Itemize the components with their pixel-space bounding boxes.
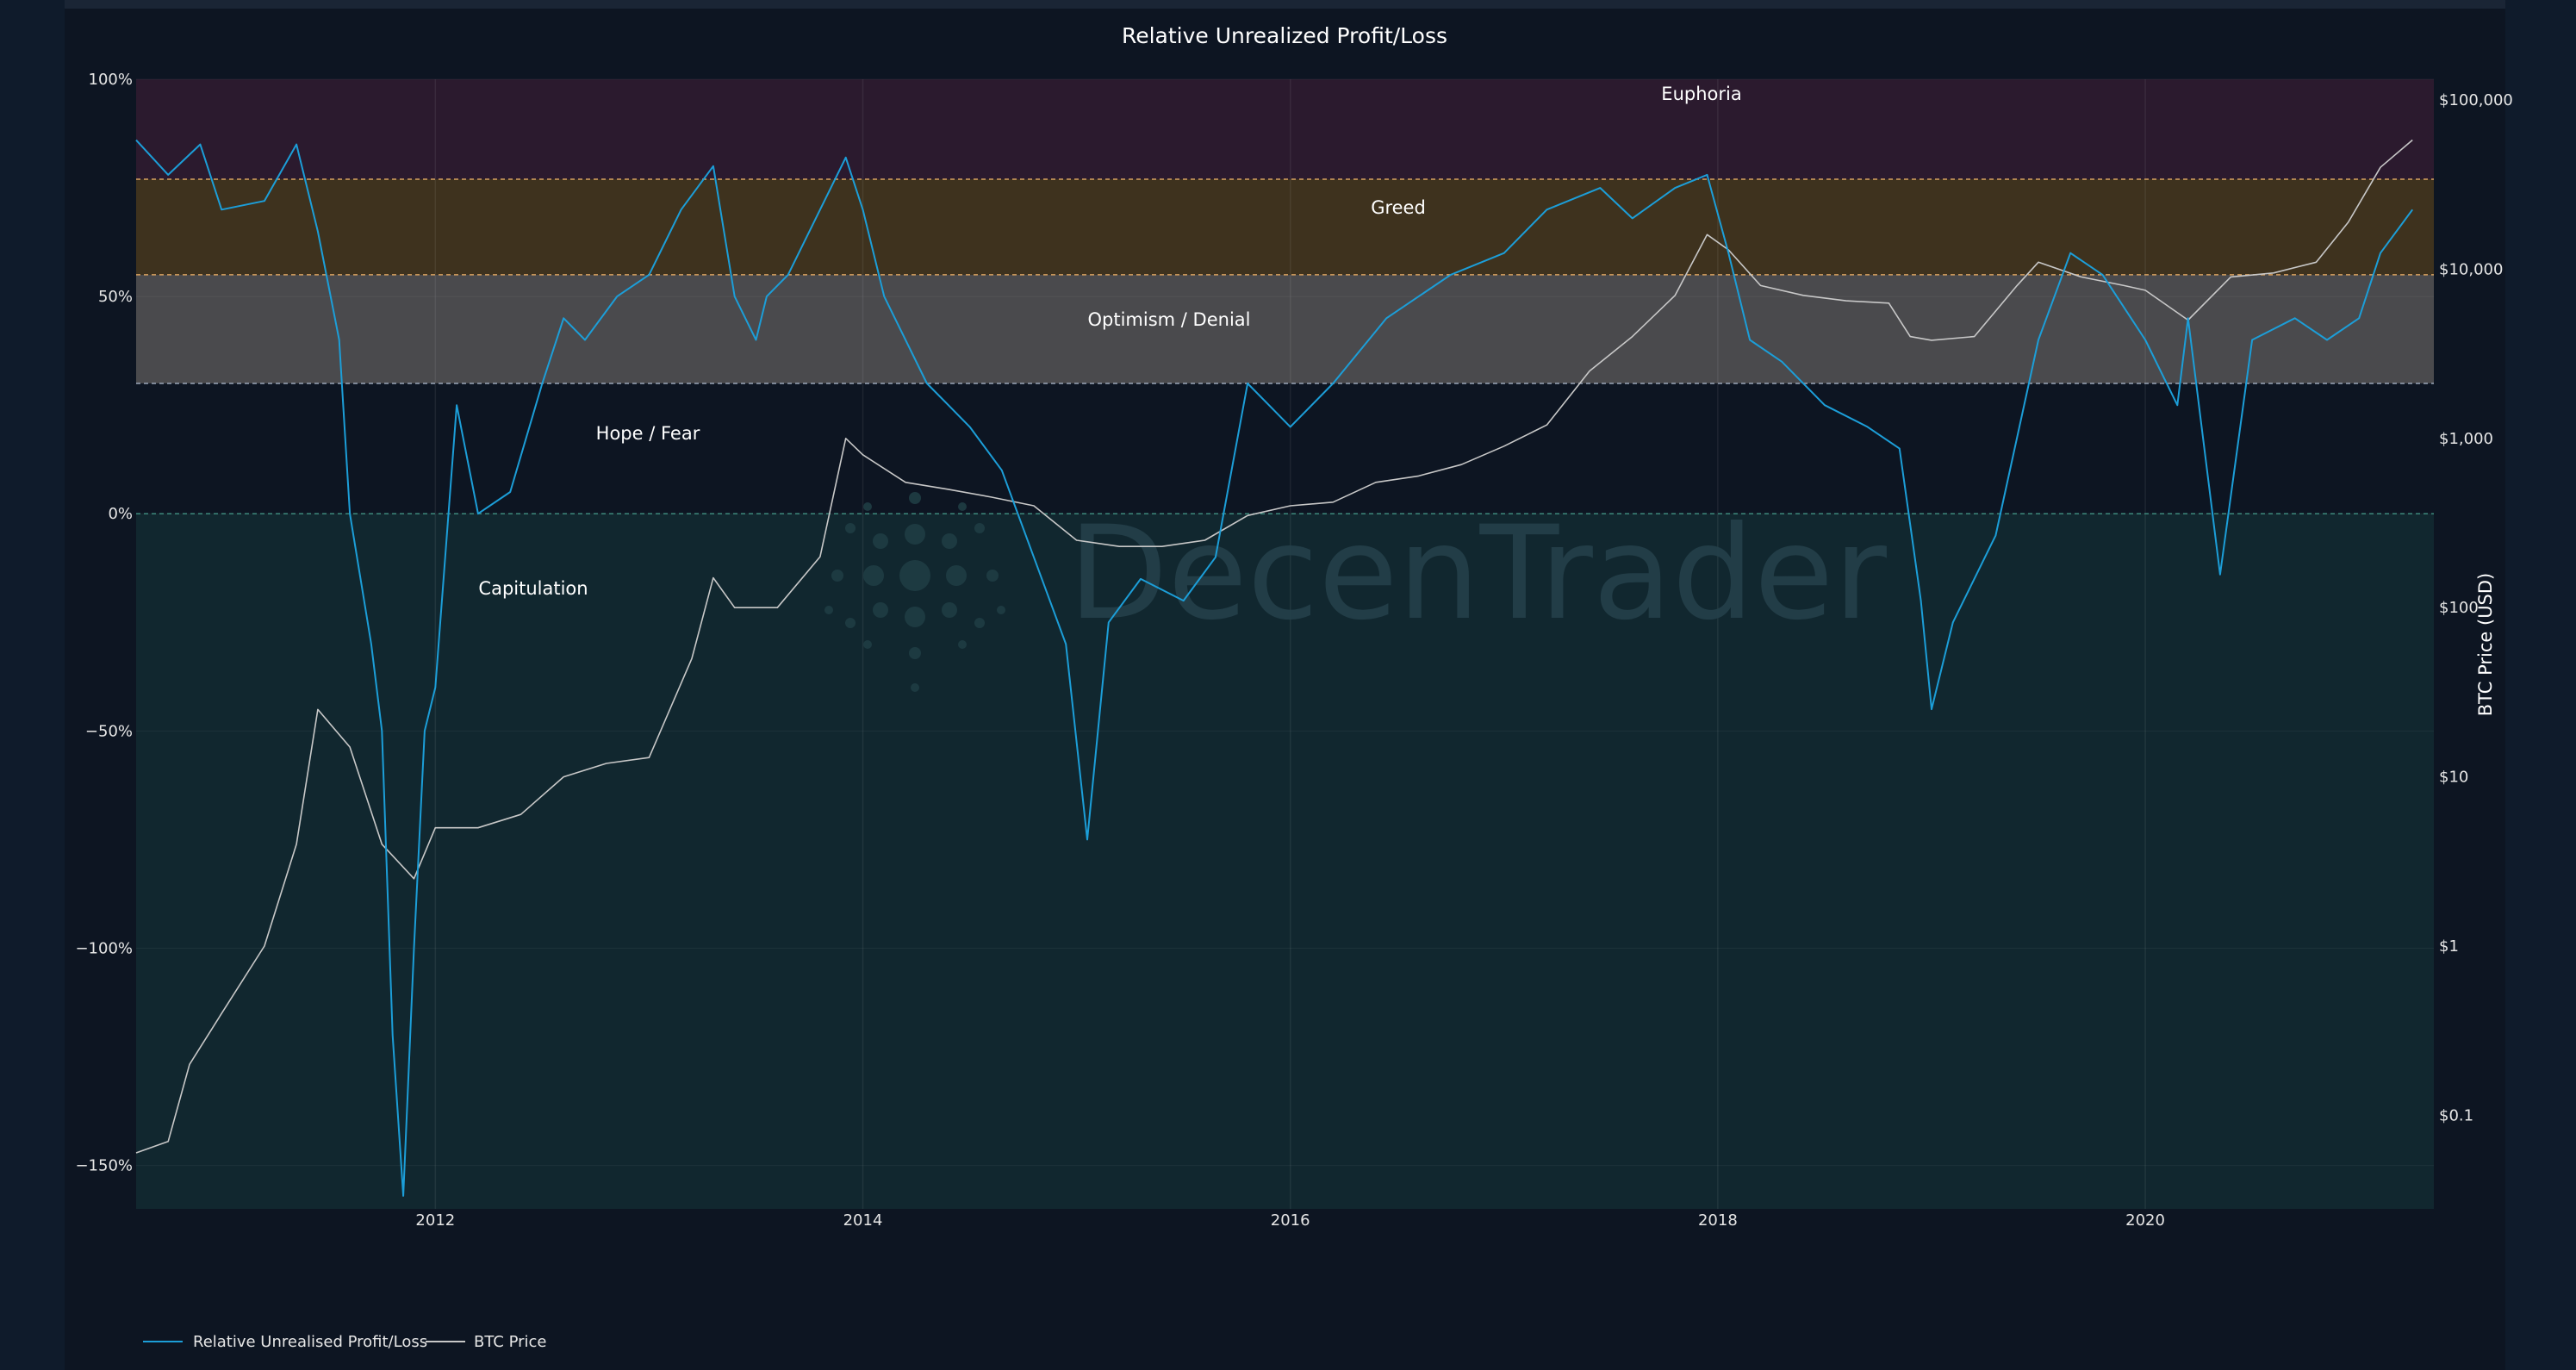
watermark-dot xyxy=(824,606,833,614)
left-tick-label: −50% xyxy=(85,722,133,740)
watermark-dot xyxy=(905,524,925,545)
watermark-dot xyxy=(845,618,856,628)
watermark-dot xyxy=(909,492,921,504)
zone-label: Hope / Fear xyxy=(596,423,700,444)
zone-label: Greed xyxy=(1371,197,1426,218)
zone-label: Optimism / Denial xyxy=(1088,309,1251,330)
right-tick-label: $10 xyxy=(2439,769,2468,787)
legend-item-rupl[interactable]: Relative Unrealised Profit/Loss xyxy=(143,1333,427,1351)
zone-greed xyxy=(136,178,2434,275)
series-line-rupl xyxy=(135,139,2414,1197)
watermark-dot xyxy=(997,606,1005,614)
watermark-dot xyxy=(942,533,957,549)
top-bar xyxy=(65,0,2505,9)
watermark-dot xyxy=(905,607,925,627)
x-tick-label: 2020 xyxy=(2125,1211,2165,1230)
legend-label-rupl: Relative Unrealised Profit/Loss xyxy=(193,1333,427,1351)
right-axis-ticks: $100,000 $10,000 $1,000 $100 $10 $1 $0.1 xyxy=(2439,91,2513,1124)
left-tick-label: 50% xyxy=(98,288,133,306)
legend-label-btc-price: BTC Price xyxy=(474,1333,547,1351)
left-tick-label: 0% xyxy=(108,505,133,523)
sentiment-zones xyxy=(136,79,2434,1209)
left-tick-label: −150% xyxy=(75,1157,133,1175)
watermark-dot xyxy=(974,523,985,533)
left-tick-label: −100% xyxy=(75,939,133,957)
x-tick-label: 2018 xyxy=(1698,1211,1738,1230)
watermark-dot xyxy=(863,502,872,511)
watermark-dot xyxy=(946,565,967,586)
watermark-dot xyxy=(958,502,967,511)
watermark-text: DecenTrader xyxy=(1068,499,1887,649)
zone-borders xyxy=(136,178,2434,514)
watermark-dot xyxy=(942,602,957,618)
watermark-dot xyxy=(831,570,843,582)
zone-euphoria xyxy=(136,79,2434,179)
watermark-dot xyxy=(845,523,856,533)
right-axis-title: BTC Price (USD) xyxy=(2475,573,2496,717)
right-tick-label: $10,000 xyxy=(2439,260,2503,278)
x-tick-label: 2016 xyxy=(1271,1211,1310,1230)
chart-title: Relative Unrealized Profit/Loss xyxy=(1122,23,1447,48)
zone-optimism-denial xyxy=(136,274,2434,383)
zone-labels: Euphoria Greed Optimism / Denial Hope / Fea… xyxy=(478,84,1741,599)
zone-hope-fear xyxy=(136,383,2434,514)
watermark-dot xyxy=(863,565,884,586)
watermark-dot xyxy=(863,640,872,649)
watermark-dot xyxy=(974,618,985,628)
grid-lines xyxy=(136,78,2434,1209)
watermark-dot xyxy=(958,640,967,649)
watermark-dot xyxy=(911,683,919,692)
right-tick-label: $0.1 xyxy=(2439,1106,2473,1124)
series-layer xyxy=(135,139,2414,1197)
legend-item-btc-price[interactable]: BTC Price xyxy=(426,1333,547,1351)
right-tick-label: $1,000 xyxy=(2439,430,2493,448)
left-tick-label: 100% xyxy=(89,71,133,89)
right-tick-label: $100,000 xyxy=(2439,91,2513,109)
left-axis-ticks: 100% 50% 0% −50% −100% −150% xyxy=(75,71,133,1175)
watermark-logo: DecenTrader xyxy=(824,492,1887,692)
right-tick-label: $100 xyxy=(2439,599,2479,617)
watermark-dots-icon xyxy=(824,492,1005,692)
right-tick-label: $1 xyxy=(2439,937,2459,956)
legend: Relative Unrealised Profit/Loss BTC Pric… xyxy=(143,1333,547,1351)
watermark-dot xyxy=(873,602,888,618)
x-axis-ticks: 2012 2014 2016 2018 2020 xyxy=(415,1211,2165,1230)
x-tick-label: 2012 xyxy=(415,1211,455,1230)
watermark-dot xyxy=(986,570,999,582)
zone-capitulation xyxy=(136,514,2434,1209)
watermark-dot xyxy=(873,533,888,549)
x-tick-label: 2014 xyxy=(843,1211,883,1230)
zone-label: Capitulation xyxy=(478,578,588,599)
zone-label: Euphoria xyxy=(1661,84,1741,104)
watermark-dot xyxy=(899,560,930,591)
series-line-btc-price xyxy=(135,139,2413,1154)
watermark-dot xyxy=(909,647,921,659)
